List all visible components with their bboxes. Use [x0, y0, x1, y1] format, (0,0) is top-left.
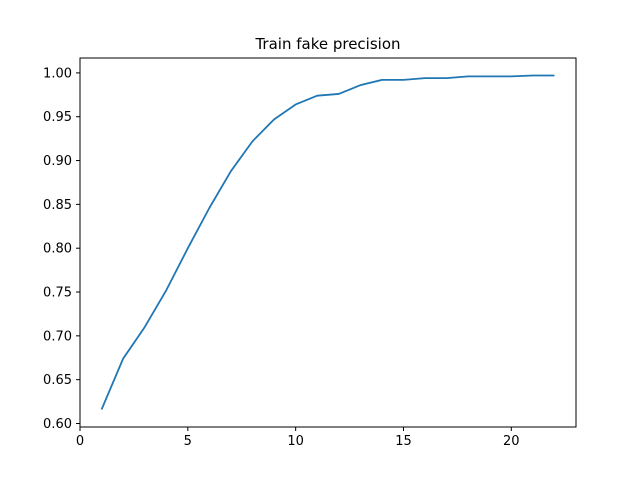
y-tick-label: 0.60 — [43, 417, 72, 432]
ticks-layer: 0 5 10 15 20 0.60 0.65 0.70 0.75 0.80 0.85 0.90 0.95… — [43, 66, 520, 449]
series-layer — [100, 74, 555, 410]
x-tick-label: 0 — [76, 434, 84, 449]
y-tick-label: 0.85 — [43, 198, 72, 213]
y-tick-label: 0.95 — [43, 110, 72, 125]
series-line-0 — [100, 74, 555, 410]
y-tick-label: 0.75 — [43, 286, 72, 301]
x-tick-label: 5 — [184, 434, 192, 449]
x-tick-label: 15 — [395, 434, 412, 449]
y-tick-label: 0.80 — [43, 242, 72, 257]
y-tick-label: 0.65 — [43, 373, 72, 388]
x-tick-label: 20 — [503, 434, 520, 449]
plot-frame — [79, 57, 577, 428]
y-tick-label: 1.00 — [43, 66, 72, 81]
x-tick-label: 10 — [287, 434, 304, 449]
chart-title: Train fake precision — [254, 35, 400, 53]
y-tick-label: 0.70 — [43, 329, 72, 344]
axes — [79, 57, 577, 428]
y-tick-label: 0.90 — [43, 154, 72, 169]
